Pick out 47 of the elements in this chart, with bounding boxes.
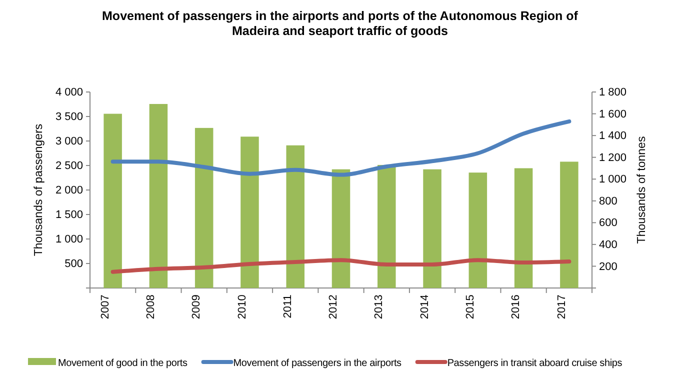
y2-tick-label: 400 [599,238,618,251]
x-tick-label: 2015 [464,294,477,320]
line-series [110,258,572,274]
y2-axis-title: Thousands of tonnes [636,136,648,244]
bar [149,104,168,288]
x-tick-label: 2011 [282,294,294,318]
x-tick-label: 2007 [99,294,112,320]
bar [378,164,396,288]
y2-tick-label: 1 000 [599,174,627,186]
y-tick-label: 1 000 [55,234,83,246]
x-tick-label: 2016 [510,294,522,320]
line-series [110,119,572,177]
y-tick-label: 2 000 [55,184,83,197]
x-tick-label: 2010 [236,294,248,320]
bar [423,169,442,288]
y-axis-title: Thousands of passengers [33,124,45,256]
x-tick-label: 2012 [328,294,340,320]
y2-tick-label: 800 [599,195,618,208]
y-tick-label: 2 500 [55,160,83,172]
bar [332,169,350,288]
y-tick-label: 3 500 [55,111,83,124]
x-tick-label: 2017 [556,294,568,320]
bar [514,168,533,288]
bar [286,145,304,288]
bar [104,114,122,288]
y-tick-label: 1 500 [55,209,83,222]
y2-tick-label: 1 600 [599,108,627,120]
x-tick-label: 2009 [190,294,203,320]
y-tick-label: 4 000 [55,86,83,99]
y-tick-label: 500 [64,258,83,270]
x-tick-label: 2013 [373,294,386,320]
y2-tick-label: 1 200 [599,152,627,164]
chart-title: Movement of passengers in the airports and ports of the Autonomous Region of Madeira and seaport traffic of goods [102,9,579,38]
bar [240,136,259,288]
legend-label: Movement of good in the ports [58,358,188,369]
y2-tick-label: 1 400 [599,130,627,142]
x-tick-label: 2014 [418,294,431,320]
legend-label: Passengers in transit aboard cruise ships [447,358,622,369]
y2-tick-label: 600 [599,217,618,230]
bar [560,162,578,288]
x-tick-label: 2008 [145,294,158,320]
legend-label: Movement of passengers in the airports [233,358,402,369]
y2-tick-label: 200 [599,260,618,273]
y2-tick-label: 1 800 [599,86,627,99]
bar [468,172,488,288]
bar [194,128,214,288]
y-tick-label: 3 000 [55,136,83,148]
